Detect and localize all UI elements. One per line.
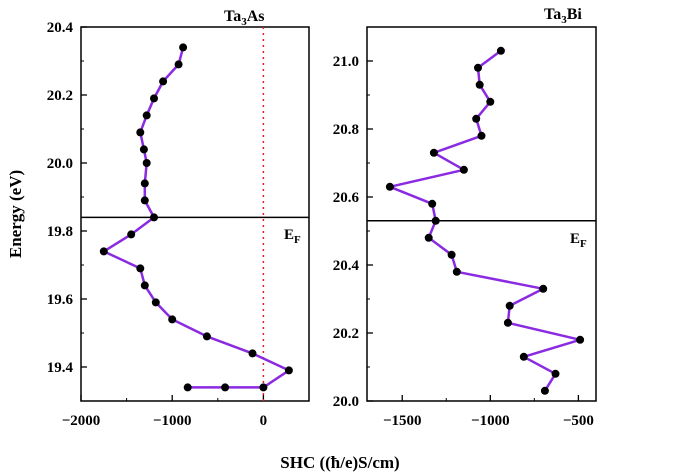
data-point [150, 213, 158, 222]
data-point [284, 366, 293, 375]
data-point [496, 46, 505, 55]
y-tick-label: 19.4 [47, 360, 74, 376]
fermi-label: EF [284, 227, 301, 246]
data-point [159, 77, 168, 86]
data-point [136, 264, 145, 273]
data-point [447, 250, 456, 259]
x-tick-label: −500 [563, 413, 594, 429]
data-point [179, 43, 188, 52]
data-point [140, 281, 149, 290]
tick-labels: 20.0 20.2 20.4 20.6 20.8 21.0 −1500 −1000 −500 [333, 54, 594, 429]
axis-ticks [80, 26, 265, 401]
y-tick-label: 20.6 [333, 190, 360, 206]
data-point [503, 318, 512, 327]
data-point [142, 111, 151, 120]
panel-ta3as: 19.4 19.6 19.8 20.0 20.2 20.4 −2000 −1000 0 Ta3A… [6, 8, 310, 429]
data-point [505, 301, 514, 310]
data-point [477, 131, 486, 140]
data-point [540, 386, 549, 395]
y-axis-title: Energy (eV) [6, 170, 25, 258]
data-point [127, 230, 136, 239]
y-tick-label: 20.4 [333, 258, 360, 274]
data-point [475, 80, 484, 89]
y-tick-label: 20.0 [333, 394, 359, 410]
data-point [429, 148, 438, 157]
plot-frame [80, 26, 310, 402]
x-axis-title: SHC ((ħ/e)S/cm) [280, 453, 399, 472]
panel-title: Ta3As [224, 8, 264, 28]
data-point [140, 179, 149, 188]
data-point [576, 335, 585, 344]
data-point [248, 349, 257, 358]
data-point [539, 284, 548, 293]
y-tick-label: 20.4 [47, 20, 74, 36]
data-point [431, 216, 440, 225]
y-tick-label: 20.2 [47, 88, 73, 104]
tick-labels: 19.4 19.6 19.8 20.0 20.2 20.4 −2000 −1000 0 [47, 20, 267, 429]
data-point [472, 114, 481, 123]
data-point [385, 182, 394, 191]
series-layer [99, 43, 293, 392]
data-point [452, 267, 461, 276]
y-tick-label: 20.0 [47, 156, 73, 172]
x-tick-label: −1000 [471, 413, 510, 429]
data-point [474, 63, 482, 72]
data-point [551, 369, 560, 378]
y-tick-label: 20.8 [333, 122, 359, 138]
data-point [519, 352, 528, 361]
axis-ticks [367, 60, 580, 402]
panel-ta3bi: 20.0 20.2 20.4 20.6 20.8 21.0 −1500 −1000 −500 T… [333, 6, 597, 429]
data-point [168, 315, 177, 324]
data-point [202, 332, 211, 341]
y-tick-label: 19.6 [47, 292, 74, 308]
data-point [459, 165, 468, 174]
data-point [183, 383, 192, 392]
x-tick-label: −1000 [153, 413, 192, 429]
data-point [142, 159, 151, 167]
data-point [174, 60, 183, 69]
y-tick-label: 19.8 [47, 224, 73, 240]
data-point [486, 97, 495, 106]
plot-frame [366, 26, 597, 402]
y-tick-label: 20.2 [333, 326, 359, 342]
data-point [424, 233, 433, 242]
data-point [428, 199, 437, 208]
x-tick-label: −1500 [383, 413, 422, 429]
data-point [140, 196, 149, 205]
data-point [136, 128, 145, 137]
y-tick-label: 21.0 [333, 54, 359, 70]
data-point [99, 247, 108, 256]
series-layer [385, 46, 585, 395]
data-point [151, 298, 160, 307]
data-point [221, 383, 230, 392]
data-point [259, 383, 268, 392]
data-point [139, 145, 148, 154]
data-point [150, 94, 158, 103]
panel-title: Ta3Bi [544, 6, 582, 26]
x-tick-label: −2000 [62, 413, 101, 429]
fermi-label: EF [570, 231, 587, 250]
x-tick-label: 0 [260, 413, 268, 429]
